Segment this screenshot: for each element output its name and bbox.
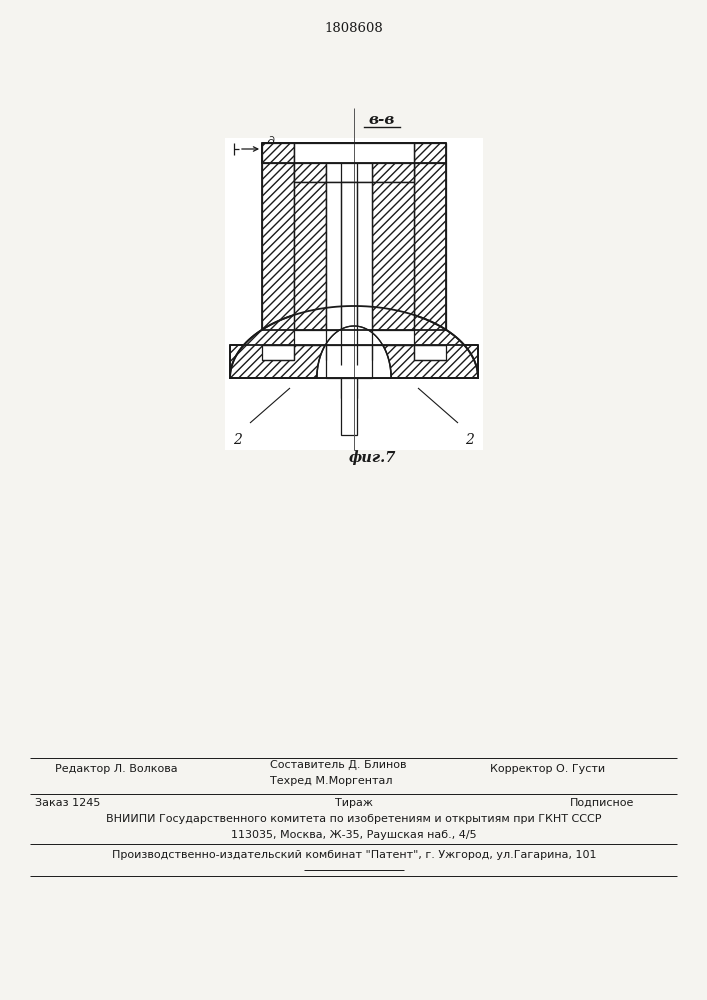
- Polygon shape: [372, 182, 414, 330]
- Text: в-в: в-в: [369, 113, 395, 127]
- Polygon shape: [341, 378, 357, 435]
- Text: Производственно-издательский комбинат "Патент", г. Ужгород, ул.Гагарина, 101: Производственно-издательский комбинат "П…: [112, 850, 596, 860]
- Text: 2: 2: [466, 433, 474, 447]
- Polygon shape: [294, 182, 326, 330]
- Text: Заказ 1245: Заказ 1245: [35, 798, 100, 808]
- Text: Корректор О. Густи: Корректор О. Густи: [490, 764, 605, 774]
- Polygon shape: [326, 163, 372, 182]
- Text: Редактор Л. Волкова: Редактор Л. Волкова: [55, 764, 177, 774]
- Text: Тираж: Тираж: [335, 798, 373, 808]
- Polygon shape: [372, 163, 414, 182]
- Polygon shape: [230, 345, 478, 378]
- Polygon shape: [414, 345, 446, 360]
- Polygon shape: [317, 326, 391, 378]
- Text: д: д: [266, 136, 274, 149]
- Text: 1808608: 1808608: [325, 22, 383, 35]
- Polygon shape: [294, 163, 326, 182]
- Polygon shape: [294, 143, 414, 163]
- Bar: [225, 138, 483, 450]
- Polygon shape: [294, 163, 414, 330]
- Polygon shape: [326, 182, 372, 360]
- Polygon shape: [262, 345, 294, 360]
- Bar: [262, 143, 446, 163]
- Polygon shape: [341, 345, 357, 398]
- Polygon shape: [262, 330, 294, 345]
- Polygon shape: [326, 345, 372, 378]
- Polygon shape: [294, 330, 414, 345]
- Text: ВНИИПИ Государственного комитета по изобретениям и открытиям при ГКНТ СССР: ВНИИПИ Государственного комитета по изоб…: [106, 814, 602, 824]
- Polygon shape: [414, 330, 446, 345]
- Polygon shape: [341, 182, 357, 360]
- Text: Подписное: Подписное: [570, 798, 634, 808]
- Polygon shape: [414, 143, 446, 163]
- Polygon shape: [230, 306, 478, 378]
- Polygon shape: [262, 163, 294, 330]
- Text: фиг.7: фиг.7: [349, 450, 396, 465]
- Polygon shape: [262, 143, 294, 163]
- Text: 2: 2: [233, 433, 243, 447]
- Text: Составитель Д. Блинов: Составитель Д. Блинов: [270, 760, 407, 770]
- Text: 113035, Москва, Ж-35, Раушская наб., 4/5: 113035, Москва, Ж-35, Раушская наб., 4/5: [231, 830, 477, 840]
- Text: Техред М.Моргентал: Техред М.Моргентал: [270, 776, 392, 786]
- Polygon shape: [414, 163, 446, 330]
- Polygon shape: [294, 163, 414, 182]
